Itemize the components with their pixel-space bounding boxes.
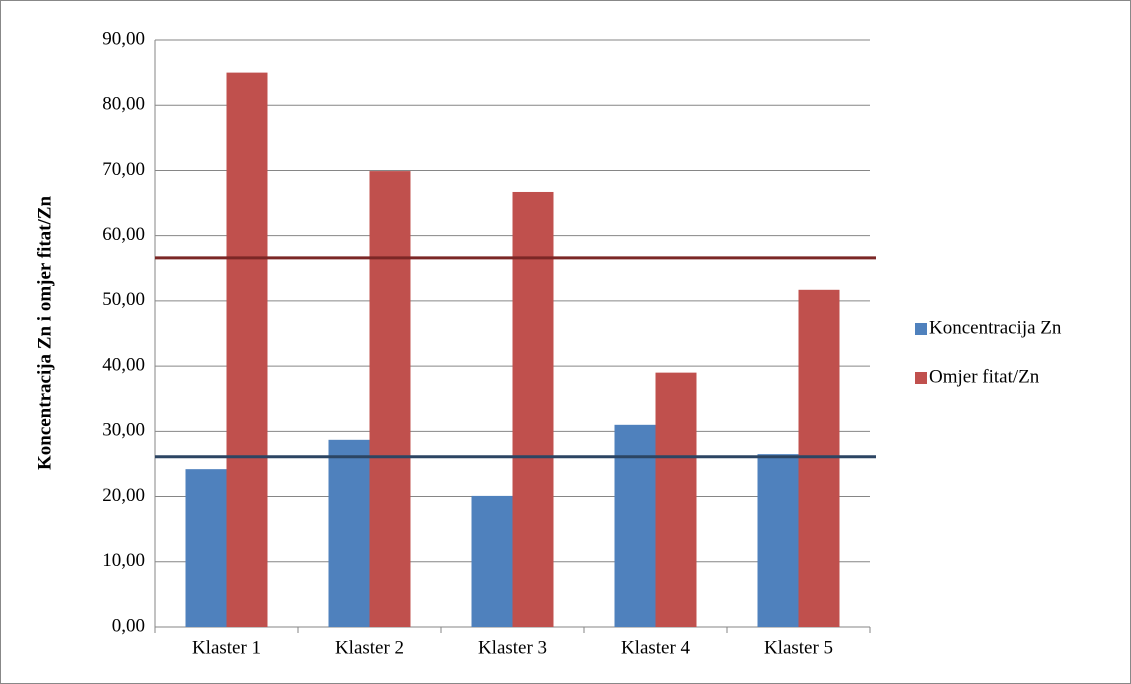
bar <box>185 469 227 627</box>
x-tick-label: Klaster 1 <box>192 637 261 658</box>
y-tick-label: 70,00 <box>102 159 145 180</box>
bar <box>226 72 268 628</box>
legend-label: Omjer fitat/Zn <box>929 366 1040 387</box>
bar <box>655 372 697 627</box>
bar <box>328 439 370 627</box>
legend-swatch <box>915 372 927 384</box>
bar <box>471 495 513 627</box>
x-tick-label: Klaster 4 <box>621 637 691 658</box>
legend-label: Koncentracija Zn <box>929 317 1062 338</box>
y-tick-label: 90,00 <box>102 28 145 49</box>
bar <box>614 424 656 627</box>
x-tick-label: Klaster 2 <box>335 637 404 658</box>
x-tick-label: Klaster 5 <box>764 637 833 658</box>
y-tick-label: 10,00 <box>102 550 145 571</box>
bar <box>369 171 411 627</box>
y-tick-label: 0,00 <box>112 615 145 636</box>
y-axis-label: Koncentracija Zn i omjer fitat/Zn <box>34 196 55 470</box>
x-tick-label: Klaster 3 <box>478 637 547 658</box>
y-tick-label: 40,00 <box>102 354 145 375</box>
y-tick-label: 50,00 <box>102 289 145 310</box>
y-tick-label: 80,00 <box>102 94 145 115</box>
bar <box>757 454 799 627</box>
legend-swatch <box>915 323 927 335</box>
bar <box>798 289 840 627</box>
y-tick-label: 30,00 <box>102 420 145 441</box>
bar <box>512 191 554 627</box>
y-tick-label: 20,00 <box>102 485 145 506</box>
y-tick-label: 60,00 <box>102 224 145 245</box>
